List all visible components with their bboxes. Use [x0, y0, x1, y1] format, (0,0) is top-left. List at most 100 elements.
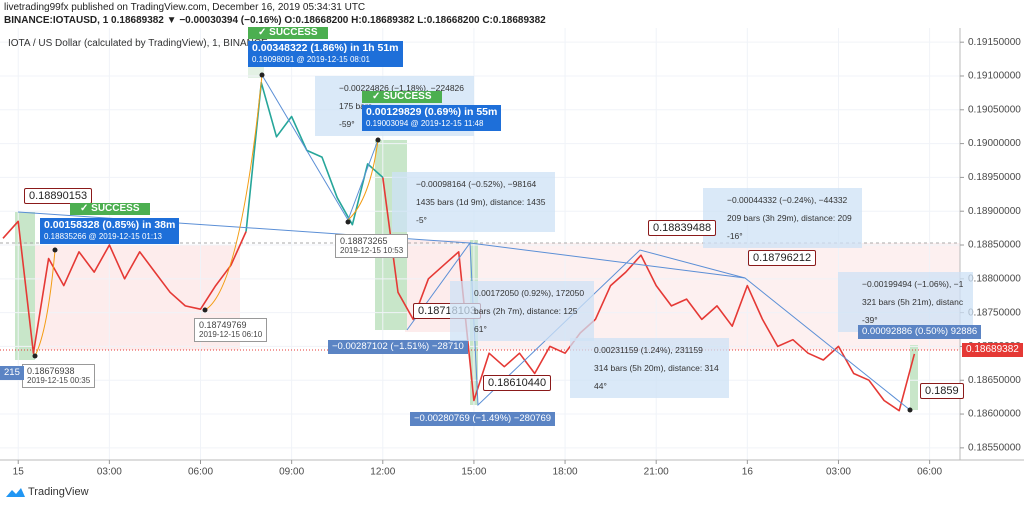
annotation-text: 0.00231159 (1.24%), 231159: [594, 345, 703, 355]
annotation-text: 2019-12-15 06:10: [199, 330, 263, 339]
annotation-text: 0.18835266 @ 2019-12-15 01:13: [44, 232, 162, 241]
curve: [347, 139, 379, 221]
y-tick-label: 0.18750000: [968, 307, 1021, 318]
y-tick-label: 0.18800000: [968, 273, 1021, 284]
y-tick-label: 0.18850000: [968, 240, 1021, 251]
annotation: 0.18890153: [24, 188, 93, 204]
y-tick-label: 0.18950000: [968, 172, 1021, 183]
annotation-text: 1435 bars (1d 9m), distance: 1435: [416, 197, 546, 207]
annotation-text: 0.19098091 @ 2019-12-15 08:01: [252, 55, 370, 64]
axes: 0.185500000.186000000.186500000.18700000…: [13, 37, 1022, 478]
x-tick-label: 03:00: [97, 467, 122, 478]
annotation: 0.00092886 (0.50%) 92886: [858, 325, 982, 339]
annotation-text: 0.19003094 @ 2019-12-15 11:48: [366, 119, 484, 128]
x-tick-label: 18:00: [553, 467, 578, 478]
annotation: ✓ SUCCESS: [362, 91, 442, 103]
annotation-text: 0.18890153: [29, 190, 88, 202]
annotation-text: −0.00280769 (−1.49%) −280769: [414, 413, 552, 424]
annotation-text: 321 bars (5h 21m), distanc: [862, 297, 964, 307]
x-tick-label: 15: [13, 467, 25, 478]
annotation: 0.18839488: [648, 220, 717, 236]
symbol-line: BINANCE:IOTAUSD, 1 0.18689382 ▼ −0.00030…: [4, 15, 546, 26]
point: [345, 219, 351, 225]
annotation: 0.00158328 (0.85%) in 38m 0.18835266 @ 20…: [40, 218, 180, 244]
annotation-text: −0.00224826 (−1.18%), −224826: [339, 83, 465, 93]
annotation: 0.18610440: [483, 375, 552, 391]
annotation-text: 0.00158328 (0.85%) in 38m: [44, 219, 176, 231]
annotation-text: 0.18873265: [340, 236, 388, 246]
annotation-text: 314 bars (5h 20m), distance: 314: [594, 363, 719, 373]
annotation-text: 0.18749769: [199, 320, 247, 330]
annotation-text: 0.00092886 (0.50%) 92886: [862, 326, 978, 337]
y-tick-label: 0.18600000: [968, 409, 1021, 420]
annotation: 0.18689382: [962, 343, 1023, 357]
annotation-text: 2019-12-15 10:53: [340, 246, 404, 255]
annotation-text: 215: [4, 367, 20, 378]
annotation-text: −0.00098164 (−0.52%), −98164: [416, 179, 537, 189]
point: [907, 407, 913, 413]
annotation-text: 0.00129829 (0.69%) in 55m: [366, 106, 498, 118]
x-tick-label: 09:00: [279, 467, 304, 478]
x-tick-label: 12:00: [370, 467, 395, 478]
x-tick-label: 21:00: [644, 467, 669, 478]
annotation: ✓ SUCCESS: [248, 27, 328, 39]
x-tick-label: 06:00: [188, 467, 213, 478]
point: [52, 247, 58, 253]
y-tick-label: 0.18900000: [968, 206, 1021, 217]
annotation: 215: [0, 366, 24, 380]
trend-line: [406, 241, 746, 407]
point: [259, 72, 265, 78]
annotation-text: 0.1859: [925, 385, 959, 397]
point: [32, 353, 38, 359]
annotation: 0.00129829 (0.69%) in 55m 0.19003094 @ 20…: [362, 105, 502, 131]
annotation: −0.00044332 (−0.24%), −44332 209 bars (3h…: [703, 188, 862, 248]
y-tick-label: 0.18650000: [968, 375, 1021, 386]
annotation-text: ✓ SUCCESS: [372, 91, 432, 102]
annotation-text: 0.18839488: [653, 222, 712, 234]
y-tick-label: 0.18550000: [968, 442, 1021, 453]
chart-title: IOTA / US Dollar (calculated by TradingV…: [8, 38, 268, 49]
points: [32, 72, 913, 413]
brand: TradingView: [28, 486, 89, 498]
annotation-text: -16°: [727, 231, 743, 241]
annotation-text: 209 bars (3h 29m), distance: 209: [727, 213, 852, 223]
annotation: −0.00280769 (−1.49%) −280769: [410, 412, 556, 426]
annotation: 0.18796212: [748, 250, 817, 266]
annotation-text: 0.18689382: [966, 344, 1019, 355]
annotation: 0.18873265 2019-12-15 10:53: [335, 234, 409, 258]
price-line: [2, 177, 916, 412]
x-tick-label: 16: [742, 467, 754, 478]
published: livetrading99fx published on TradingView…: [4, 2, 366, 13]
annotation: 0.00172050 (0.92%), 172050 bars (2h 7m), …: [450, 281, 595, 341]
logo-icon: [6, 488, 25, 497]
point: [375, 137, 381, 143]
annotation-text: 0.00348322 (1.86%) in 1h 51m: [252, 42, 399, 54]
annotation-text: 2019-12-15 00:35: [27, 376, 91, 385]
annotation-text: -59°: [339, 119, 355, 129]
profit-zone: [910, 345, 918, 410]
x-tick-label: 03:00: [826, 467, 851, 478]
y-tick-label: 0.19050000: [968, 104, 1021, 115]
annotation-text: −0.00199494 (−1.06%), −1: [862, 279, 964, 289]
annotation: −0.00199494 (−1.06%), −1 321 bars (5h 21m…: [838, 272, 974, 332]
annotation-text: 0.00172050 (0.92%), 172050: [474, 288, 585, 298]
annotation-text: 0.18676938: [27, 366, 75, 376]
annotation-text: -5°: [416, 215, 427, 225]
logo: [6, 488, 25, 497]
curve: [204, 74, 263, 311]
price-line: [245, 81, 384, 232]
annotation: −0.00098164 (−0.52%), −98164 1435 bars (1…: [392, 172, 556, 232]
annotation: 0.00231159 (1.24%), 231159 314 bars (5h 2…: [570, 338, 729, 398]
annotation-text: bars (2h 7m), distance: 125: [474, 306, 578, 316]
y-tick-label: 0.19000000: [968, 138, 1021, 149]
annotation: ✓ SUCCESS: [70, 203, 150, 215]
annotation: 0.18676938 2019-12-15 00:35: [22, 364, 96, 388]
annotation-text: 0.18610440: [488, 377, 547, 389]
trend-line: [17, 211, 911, 411]
y-tick-label: 0.19150000: [968, 37, 1021, 48]
annotation: 0.1859: [920, 383, 964, 399]
y-tick-label: 0.19100000: [968, 71, 1021, 82]
x-tick-label: 15:00: [461, 467, 486, 478]
